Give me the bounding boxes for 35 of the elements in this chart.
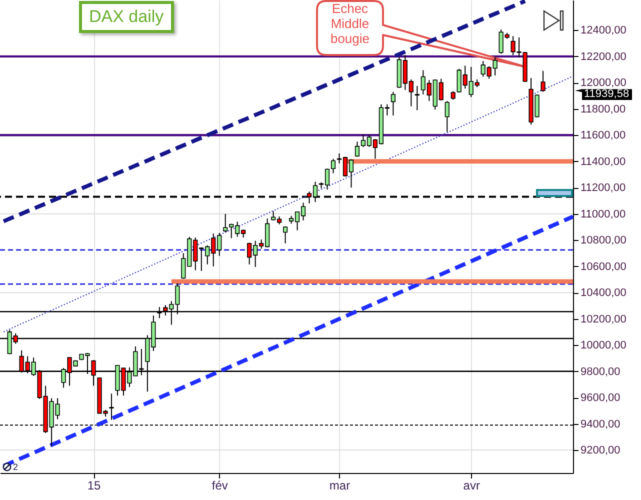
y-tick-label: 9400,00 bbox=[580, 418, 620, 430]
x-tick-label: mar bbox=[329, 478, 350, 492]
y-tick-label: 10200,00 bbox=[580, 313, 626, 326]
y-tick-label: 10600,00 bbox=[580, 260, 626, 273]
x-tick-label: avr bbox=[463, 478, 480, 492]
annotation: 2 bbox=[13, 462, 18, 472]
y-tick-label: 9600,00 bbox=[580, 392, 620, 404]
y-tick-label: 12000,00 bbox=[580, 77, 626, 90]
candlestick bbox=[330, 158, 336, 174]
candlestick bbox=[283, 226, 288, 244]
line-series bbox=[2, 0, 528, 224]
candlestick bbox=[109, 393, 114, 420]
y-tick-label: 11200,00 bbox=[580, 182, 626, 194]
candlestick bbox=[414, 85, 420, 111]
y-tick-label: 9800,00 bbox=[580, 366, 620, 378]
y-tick-label: 11600,00 bbox=[580, 130, 626, 142]
y-tick-label: 10800,00 bbox=[580, 234, 626, 247]
annotation: Echec Middle bougie bbox=[329, 1, 371, 46]
y-tick-label: 10400,00 bbox=[580, 287, 626, 300]
x-tick-label: fév bbox=[212, 478, 228, 492]
line-series bbox=[3, 76, 574, 332]
y-tick-label: 12400,00 bbox=[580, 24, 626, 37]
candlestick bbox=[354, 141, 360, 158]
y-tick-label: 11000,00 bbox=[580, 208, 626, 220]
candlestick bbox=[540, 70, 546, 92]
x-tick-label: 15 bbox=[87, 478, 101, 492]
candlestick bbox=[390, 91, 396, 116]
chart-title: DAX daily bbox=[79, 1, 174, 33]
y-tick-label: 10000,00 bbox=[580, 340, 626, 352]
y-tick-label: 9200,00 bbox=[580, 444, 620, 457]
y-tick-label: 11800,00 bbox=[580, 103, 626, 116]
y-tick-label: 12200,00 bbox=[580, 50, 626, 63]
candlestick bbox=[444, 100, 450, 132]
text: 11939,58 bbox=[575, 88, 632, 100]
y-tick-label: 11400,00 bbox=[580, 156, 626, 168]
